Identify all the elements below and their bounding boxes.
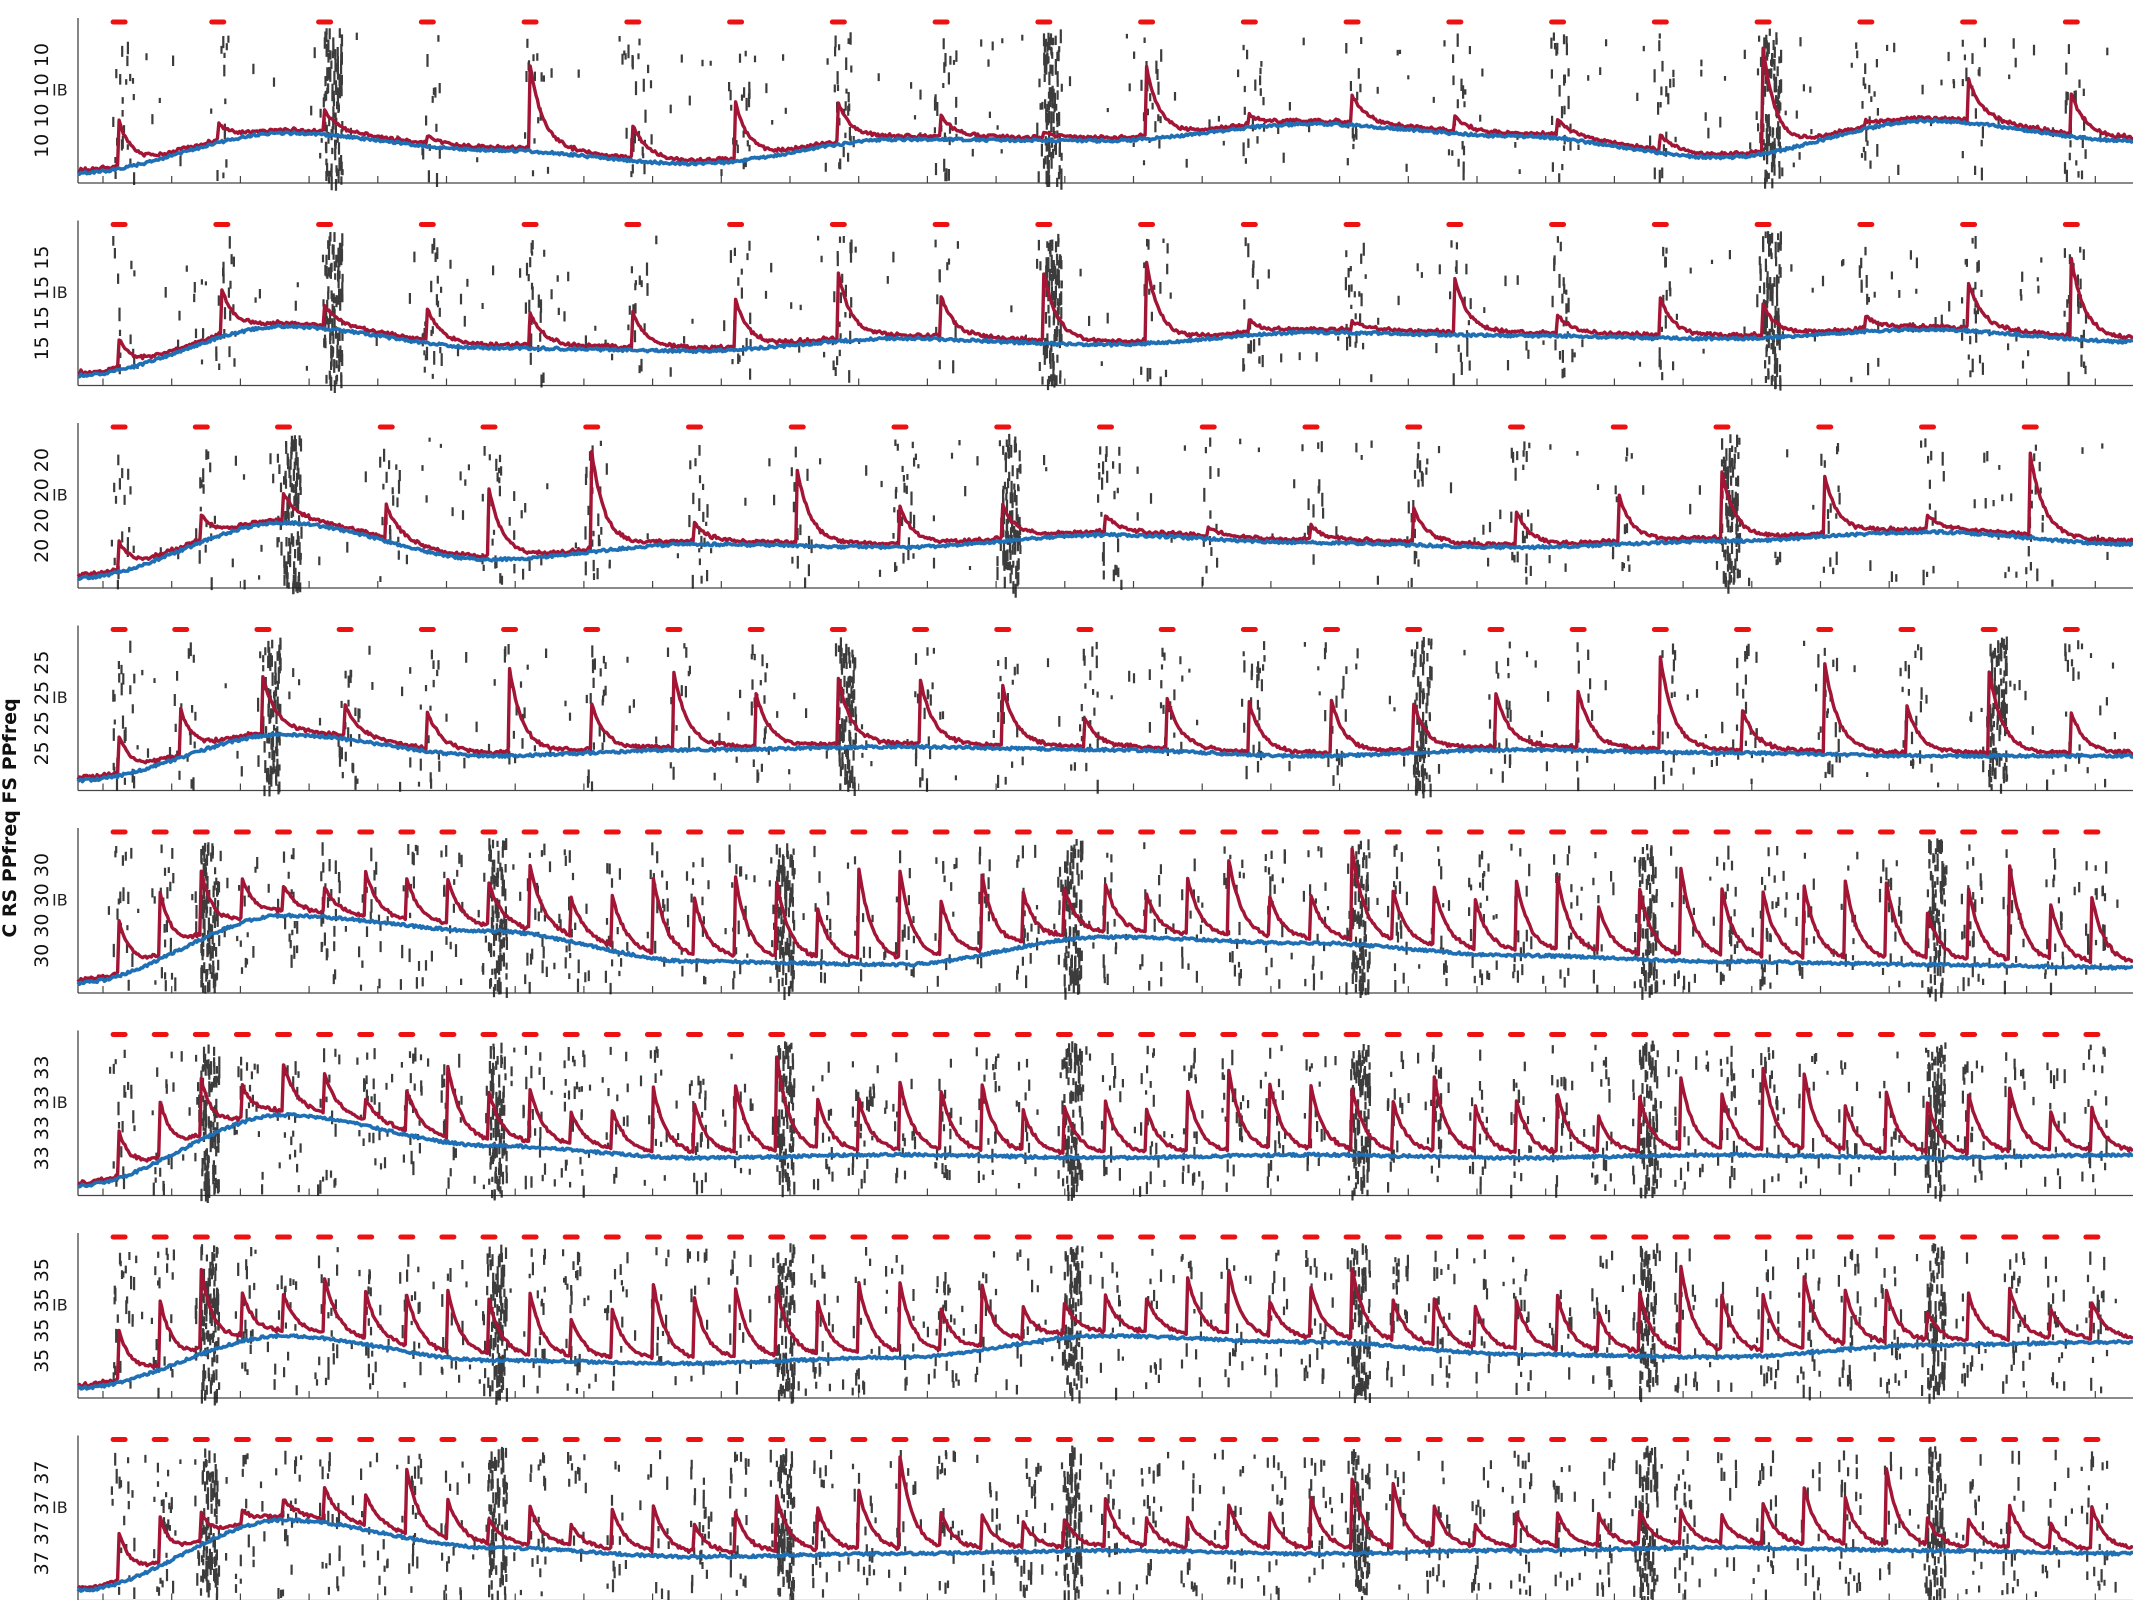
series-red-line <box>77 1055 2133 1186</box>
series-red-line <box>76 46 2133 174</box>
panel-ylabel: 15 15 15 15 <box>31 246 53 361</box>
raster-ticks <box>112 1243 2117 1406</box>
figure-ylabel: C RS PPfreq FS PPfreq <box>0 698 21 937</box>
panel-35: 35 35 35 35 IB <box>31 1233 2133 1406</box>
raster-ticks <box>107 838 2119 1002</box>
panel-tick-labels: 20 20 20 20 <box>31 448 53 563</box>
panel-ib-label: IB <box>52 81 68 100</box>
panel-ib-label: IB <box>52 283 68 302</box>
panel-ylabel: 20 20 20 20 <box>31 448 53 563</box>
raster-ticks <box>112 636 2116 799</box>
series-red-line <box>77 256 2133 377</box>
spike-raster <box>110 433 2109 598</box>
panel-tick-labels: 15 15 15 15 <box>31 246 53 361</box>
raster-ticks <box>112 231 2088 393</box>
panel-ib-label: IB <box>52 1093 68 1112</box>
raster-ticks <box>110 433 2109 598</box>
spike-raster <box>107 838 2119 1002</box>
spike-raster <box>109 1040 2108 1203</box>
series-blue-line <box>77 117 2133 176</box>
spike-raster <box>112 231 2088 393</box>
panel-ib-label: IB <box>52 891 68 910</box>
panel-ib-label: IB <box>52 1498 68 1517</box>
series-blue-line <box>76 520 2133 581</box>
raster-ticks <box>109 1040 2108 1203</box>
series-blue-line <box>76 731 2133 784</box>
label-layer: C RS PPfreq FS PPfreq <box>0 698 21 937</box>
spike-raster <box>112 1243 2117 1406</box>
panel-tick-labels: 35 35 35 35 <box>31 1258 53 1373</box>
series-blue-line <box>76 912 2133 986</box>
panel-tick-labels: 37 37 37 37 <box>31 1461 53 1576</box>
panel-tick-labels: 33 33 33 33 <box>31 1056 53 1171</box>
panel-ib-label: IB <box>52 1296 68 1315</box>
series-red-line <box>76 449 2133 578</box>
spike-raster <box>110 1445 2117 1600</box>
panel-20: 20 20 20 20 IB <box>31 423 2133 598</box>
series-red-line <box>76 1264 2133 1389</box>
panel-ylabel: 33 33 33 33 <box>31 1056 53 1171</box>
series-red-line <box>76 1455 2133 1591</box>
panel-ylabel: 30 30 30 30 <box>31 853 53 968</box>
raster-ticks <box>112 28 2109 191</box>
panel-25: 25 25 25 25 IB <box>31 625 2133 799</box>
panel-tick-labels: 10 10 10 10 <box>31 43 53 158</box>
panel-tick-labels: 25 25 25 25 <box>31 651 53 766</box>
panel-10: 10 10 10 10 IB <box>31 18 2133 191</box>
panel-ylabel: 10 10 10 10 <box>31 43 53 158</box>
panel-ylabel: 35 35 35 35 <box>31 1258 53 1373</box>
raster-ticks <box>110 1445 2117 1600</box>
spike-raster <box>112 28 2109 191</box>
panel-ib-label: IB <box>52 486 68 505</box>
panel-tick-labels: 30 30 30 30 <box>31 853 53 968</box>
panel-ib-label: IB <box>52 688 68 707</box>
panel-15: 15 15 15 15 IB <box>31 220 2133 393</box>
panel-30: 30 30 30 30 IB <box>31 828 2133 1002</box>
panel-ylabel: 37 37 37 37 <box>31 1461 53 1576</box>
panel-37: 37 37 37 37 IB <box>31 1435 2133 1600</box>
panel-ylabel: 25 25 25 25 <box>31 651 53 766</box>
figure-ylabel-text: C RS PPfreq FS PPfreq <box>0 698 21 937</box>
series-red-line <box>76 847 2133 984</box>
series-blue-line <box>76 1111 2133 1189</box>
series-red-line <box>76 655 2133 781</box>
series-blue-line <box>76 1516 2133 1593</box>
series-blue-line <box>77 1332 2133 1391</box>
series-blue-line <box>77 323 2133 379</box>
spike-raster <box>112 636 2116 799</box>
panel-33: 33 33 33 33 IB <box>31 1030 2133 1203</box>
